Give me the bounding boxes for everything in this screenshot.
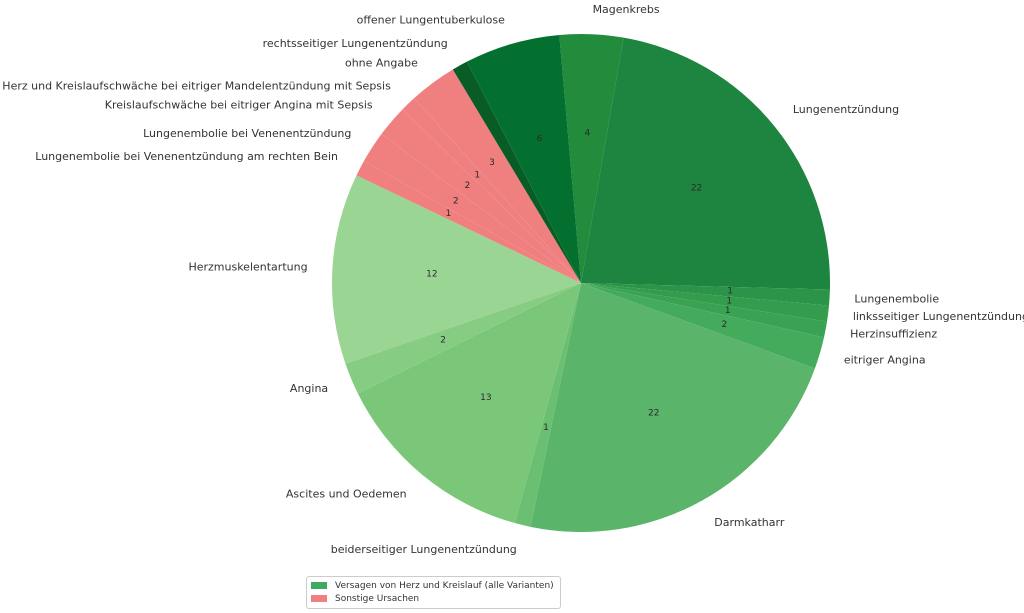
slice-herzinsuffizienz: [581, 283, 827, 338]
slice-darmkatharr: [530, 283, 815, 532]
category-label-rechtsseitiger-lungenentz-ndung: rechtsseitiger Lungenentzündung: [263, 37, 448, 50]
category-label-ohne-angabe: ohne Angabe: [345, 56, 418, 69]
legend-item-sonstige-ursachen: Sonstige Ursachen: [311, 592, 554, 605]
category-label-angina: Angina: [290, 382, 328, 395]
category-label-eitriger-angina: eitriger Angina: [844, 354, 926, 367]
value-label-magenkrebs: 4: [584, 129, 590, 139]
category-label-herzinsuffizienz: Herzinsuffizienz: [850, 328, 937, 341]
pie-category-labels: Magenkrebs Lungenentzündung Lungenembolie l…: [2, 3, 1024, 556]
slice-lungenentz-ndung: [581, 37, 831, 290]
legend-item-versagen-von-herz-und-kreislauf-alle-varianten: Versagen von Herz und Kreislauf (alle Va…: [311, 579, 554, 592]
legend: Versagen von Herz und Kreislauf (alle Va…: [306, 576, 561, 609]
legend-swatch: [311, 595, 327, 602]
value-label-linksseitiger-lungenentz-ndung: 1: [726, 296, 732, 306]
slice-eitriger-angina: [581, 283, 824, 369]
category-label-offener-lungentuberkulose: offener Lungentuberkulose: [357, 13, 506, 26]
legend-swatch: [311, 582, 327, 589]
slice-rechtsseitiger-lungenentz-ndung: [452, 61, 581, 284]
category-label-darmkatharr: Darmkatharr: [714, 516, 785, 529]
slice-angina: [345, 283, 581, 394]
value-label-lungenentz-ndung: 22: [691, 183, 702, 193]
value-label-lungenembolie-bei-venenentz-ndung: 2: [453, 197, 459, 207]
legend-label: Sonstige Ursachen: [335, 593, 420, 604]
value-label-eitriger-angina: 2: [721, 320, 727, 330]
slice-herz-und-kreislaufschw-che-bei-eitriger-mandelentz-ndung-mit-sepsis: [402, 98, 581, 283]
value-label-lungenembolie: 1: [727, 287, 733, 297]
slice-herzmuskelentartung: [332, 175, 581, 364]
slice-linksseitiger-lungenentz-ndung: [581, 283, 829, 322]
slice-magenkrebs: [559, 34, 624, 284]
value-label-herz-und-kreislaufschw-che-bei-eitriger-mandelentz-ndung-mit-sepsis: 1: [474, 170, 480, 180]
value-label-beiderseitiger-lungenentz-ndung: 1: [543, 423, 549, 433]
pie-slices: [332, 34, 831, 532]
category-label-lungenembolie-bei-venenentz-ndung: Lungenembolie bei Venenentzündung: [143, 127, 351, 140]
value-label-angina: 2: [440, 335, 446, 345]
legend-label: Versagen von Herz und Kreislauf (alle Va…: [335, 580, 554, 591]
slice-ascites-und-oedemen: [357, 283, 581, 524]
category-label-lungenembolie-bei-venenentz-ndung-am-rechten-bein: Lungenembolie bei Venenentzündung am rec…: [35, 150, 338, 163]
slice-lungenembolie-bei-venenentz-ndung: [363, 134, 581, 283]
value-label-ascites-und-oedemen: 13: [480, 393, 491, 403]
value-label-herzmuskelentartung: 12: [426, 269, 437, 279]
value-label-offener-lungentuberkulose: 6: [537, 134, 543, 144]
value-label-herzinsuffizienz: 1: [725, 306, 731, 316]
slice-lungenembolie-bei-venenentz-ndung-am-rechten-bein: [356, 161, 581, 283]
value-label-ohne-angabe: 3: [489, 158, 495, 168]
category-label-beiderseitiger-lungenentz-ndung: beiderseitiger Lungenentzündung: [331, 543, 517, 556]
slice-ohne-angabe: [414, 69, 581, 284]
category-label-ascites-und-oedemen: Ascites und Oedemen: [286, 488, 407, 501]
value-label-kreislaufschw-che-bei-eitriger-angina-mit-sepsis: 2: [464, 181, 470, 191]
category-label-lungenentz-ndung: Lungenentzündung: [793, 103, 899, 116]
value-label-darmkatharr: 22: [648, 409, 659, 419]
category-label-linksseitiger-lungenentz-ndung: linksseitiger Lungenentzündung: [853, 310, 1024, 323]
category-label-lungenembolie: Lungenembolie: [854, 293, 939, 306]
category-label-herzmuskelentartung: Herzmuskelentartung: [188, 260, 307, 273]
slice-beiderseitiger-lungenentz-ndung: [514, 283, 581, 527]
value-label-lungenembolie-bei-venenentz-ndung-am-rechten-bein: 1: [446, 209, 452, 219]
category-label-herz-und-kreislaufschw-che-bei-eitriger-mandelentz-ndung-mit-sepsis: Herz und Kreislaufschwäche bei eitriger …: [2, 79, 391, 92]
category-label-magenkrebs: Magenkrebs: [593, 3, 660, 16]
slice-kreislaufschw-che-bei-eitriger-angina-mit-sepsis: [381, 109, 581, 283]
slice-lungenembolie: [581, 283, 830, 306]
category-label-kreislaufschw-che-bei-eitriger-angina-mit-sepsis: Kreislaufschwäche bei eitriger Angina mi…: [105, 99, 373, 112]
slice-offener-lungentuberkulose: [466, 34, 581, 283]
